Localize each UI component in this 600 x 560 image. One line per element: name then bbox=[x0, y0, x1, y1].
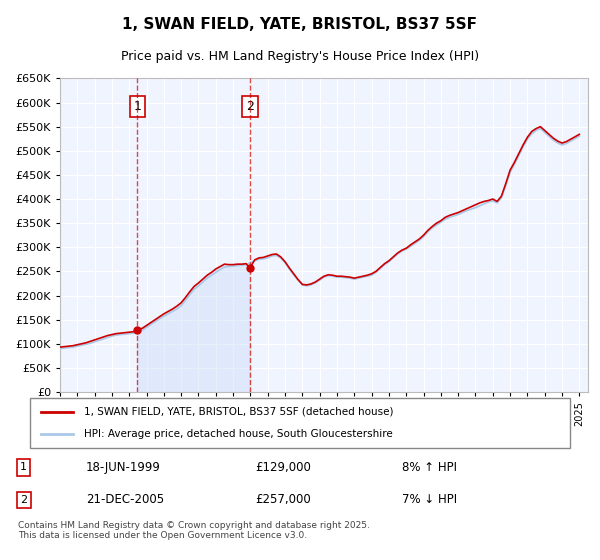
Text: 1, SWAN FIELD, YATE, BRISTOL, BS37 5SF (detached house): 1, SWAN FIELD, YATE, BRISTOL, BS37 5SF (… bbox=[84, 407, 394, 417]
Text: £129,000: £129,000 bbox=[255, 461, 311, 474]
Text: 7% ↓ HPI: 7% ↓ HPI bbox=[401, 493, 457, 506]
Text: 1: 1 bbox=[133, 100, 141, 113]
Text: 2: 2 bbox=[20, 495, 27, 505]
Text: 2: 2 bbox=[246, 100, 254, 113]
Text: 8% ↑ HPI: 8% ↑ HPI bbox=[401, 461, 457, 474]
FancyBboxPatch shape bbox=[30, 398, 570, 448]
Text: 21-DEC-2005: 21-DEC-2005 bbox=[86, 493, 164, 506]
Text: Price paid vs. HM Land Registry's House Price Index (HPI): Price paid vs. HM Land Registry's House … bbox=[121, 50, 479, 63]
Text: HPI: Average price, detached house, South Gloucestershire: HPI: Average price, detached house, Sout… bbox=[84, 429, 393, 439]
Text: 18-JUN-1999: 18-JUN-1999 bbox=[86, 461, 161, 474]
Text: £257,000: £257,000 bbox=[255, 493, 311, 506]
Text: 1, SWAN FIELD, YATE, BRISTOL, BS37 5SF: 1, SWAN FIELD, YATE, BRISTOL, BS37 5SF bbox=[122, 17, 478, 32]
Text: 1: 1 bbox=[20, 463, 27, 473]
Text: Contains HM Land Registry data © Crown copyright and database right 2025.
This d: Contains HM Land Registry data © Crown c… bbox=[18, 521, 370, 540]
